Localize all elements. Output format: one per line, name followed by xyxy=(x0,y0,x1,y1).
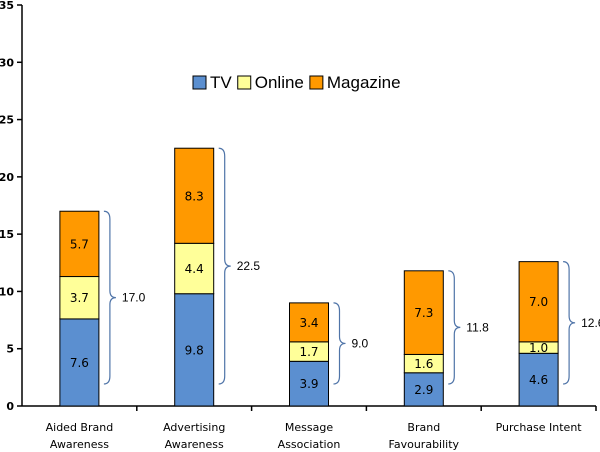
segment-value-label: 4.4 xyxy=(185,262,204,276)
bar-segment-online xyxy=(174,242,215,295)
x-category-label: Favourability xyxy=(389,438,460,451)
x-category-label: Brand xyxy=(407,421,440,434)
total-annotations: 17.0 22.5 9.0 11.8 12.6 xyxy=(103,147,600,385)
bar-segment-tv xyxy=(59,318,100,407)
y-axis: 0 5 10 15 20 25 30 35 xyxy=(0,0,23,413)
segment-value-label: 3.4 xyxy=(299,316,318,330)
segment-value-label: 7.0 xyxy=(529,295,548,309)
bar-segment-tv xyxy=(403,372,444,407)
total-value-label: 12.6 xyxy=(581,316,600,330)
bar-segment-magazine xyxy=(289,302,329,343)
x-category-label: Awareness xyxy=(165,438,224,451)
segment-value-label: 2.9 xyxy=(414,383,433,397)
legend-label-magazine: Magazine xyxy=(327,73,401,92)
total-brace xyxy=(563,261,576,385)
y-tick-label: 20 xyxy=(0,171,14,184)
x-category-label: Purchase Intent xyxy=(496,421,583,434)
total-brace xyxy=(448,270,461,385)
y-tick-label: 5 xyxy=(6,343,14,356)
y-tick-label: 0 xyxy=(6,400,14,413)
legend-label-online: Online xyxy=(255,73,304,92)
legend: TV Online Magazine xyxy=(192,73,401,92)
segment-value-label: 1.6 xyxy=(414,357,433,371)
segment-value-label: 9.8 xyxy=(185,343,204,357)
legend-swatch-tv xyxy=(192,75,207,90)
total-brace xyxy=(333,302,346,385)
x-category-label: Awareness xyxy=(50,438,109,451)
total-brace xyxy=(103,210,116,385)
x-category-label: Message xyxy=(285,421,333,434)
bars: 7.6 3.7 5.7 9.8 4.4 8.3 3.9 1.7 3.4 2.9 1.6 7.3 4.6 1… xyxy=(59,147,559,407)
bar-segment-magazine xyxy=(174,147,215,244)
bar-segment-magazine xyxy=(59,210,100,278)
y-tick-label: 10 xyxy=(0,285,14,298)
segment-value-label: 7.6 xyxy=(70,356,89,370)
total-value-label: 17.0 xyxy=(122,291,146,305)
segment-value-label: 3.7 xyxy=(70,291,89,305)
segment-value-label: 1.7 xyxy=(299,345,318,359)
y-tick-label: 35 xyxy=(0,0,14,12)
segment-value-label: 3.9 xyxy=(299,377,318,391)
legend-swatch-magazine xyxy=(309,75,324,90)
x-axis: Aided Brand Awareness Advertising Awareness… xyxy=(22,405,597,451)
x-category-label: Association xyxy=(278,438,341,451)
y-tick-label: 15 xyxy=(0,228,14,241)
segment-value-label: 1.0 xyxy=(529,341,548,355)
segment-value-label: 4.6 xyxy=(529,373,548,387)
x-category-label: Advertising xyxy=(163,421,225,434)
total-value-label: 22.5 xyxy=(237,259,261,273)
y-tick-label: 30 xyxy=(0,56,14,69)
legend-swatch-online xyxy=(237,75,252,90)
bar-segment-tv xyxy=(174,293,215,407)
legend-label-tv: TV xyxy=(210,73,232,92)
bar-segment-magazine xyxy=(518,261,559,343)
total-value-label: 9.0 xyxy=(352,336,369,350)
segment-value-label: 8.3 xyxy=(185,189,204,203)
segment-value-label: 5.7 xyxy=(70,237,89,251)
y-tick-label: 25 xyxy=(0,114,14,127)
x-category-label: Aided Brand xyxy=(46,421,114,434)
total-value-label: 11.8 xyxy=(466,320,489,334)
bar-segment-magazine xyxy=(403,270,444,355)
total-brace xyxy=(218,147,231,385)
segment-value-label: 7.3 xyxy=(414,306,433,320)
